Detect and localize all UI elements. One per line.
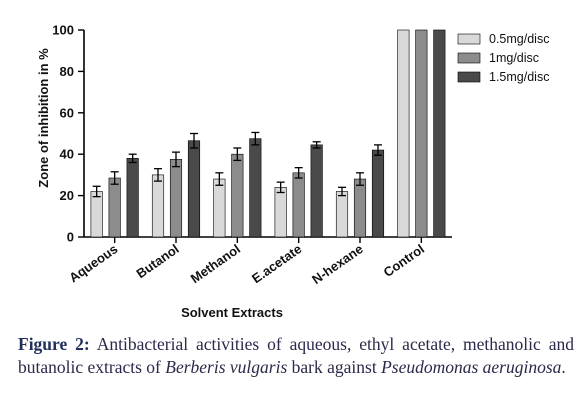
error-bars [92,131,382,198]
bar [310,144,323,238]
bar [187,140,201,238]
bar [126,158,139,238]
y-tick-label: 0 [67,230,74,245]
caption-organism: Pseudomonas aeruginosa [381,357,562,377]
caption-label: Figure 2: [18,334,90,354]
bar [231,153,244,238]
x-tick-label: Aqueous [66,241,120,285]
legend-swatch [457,52,481,64]
y-tick-label: 80 [60,64,74,79]
y-axis-title: Zone of inhibition in % [36,48,51,188]
bar [397,29,410,238]
axes [78,29,452,243]
x-tick-label: Methanol [188,241,243,286]
x-tick-label: Control [381,241,427,280]
caption-text-2: bark against [287,357,382,377]
bar [433,29,446,238]
legend-label: 0.5mg/disc [489,32,549,46]
y-tick-label: 20 [60,188,74,203]
bar [353,178,367,238]
legend-label: 1.5mg/disc [489,70,549,84]
bar [249,138,262,238]
x-tick-label: E.acetate [249,241,304,286]
bar [213,178,226,238]
bar [335,191,349,238]
y-tick-label: 60 [60,105,74,120]
bar [274,187,287,238]
legend-swatch [457,71,481,83]
x-axis-title: Solvent Extracts [181,305,283,320]
bar [292,172,305,238]
caption-text-3: . [561,357,566,377]
figure-caption: Figure 2: Antibacterial activities of aq… [18,333,574,379]
x-tick-label: N-hexane [309,241,366,287]
bar [415,29,428,238]
bars [90,29,446,238]
y-tick-label: 40 [60,147,74,162]
y-tick-labels: 0 20 40 60 80 100 [52,23,74,245]
bar-chart-svg: 0 20 40 60 80 100 Aqueous Butanol Methanol E.ace… [36,23,549,321]
x-tick-label: Butanol [133,241,181,281]
legend-label: 1mg/disc [489,51,539,65]
caption-species: Berberis vulgaris [165,357,288,377]
bar [151,174,165,238]
bar [90,191,103,238]
bar [108,177,121,238]
chart: 0 20 40 60 80 100 Aqueous Butanol Methanol E.ace… [36,23,549,321]
x-tick-labels: Aqueous Butanol Methanol E.acetate N-hexane C… [66,241,427,287]
bar [169,159,183,238]
legend: 0.5mg/disc 1mg/disc 1.5mg/disc [457,32,549,84]
bar [371,149,385,238]
y-tick-label: 100 [52,23,74,38]
legend-swatch [457,33,481,45]
caption-text-1: Antibacterial activities of aqueous, eth… [18,334,574,377]
